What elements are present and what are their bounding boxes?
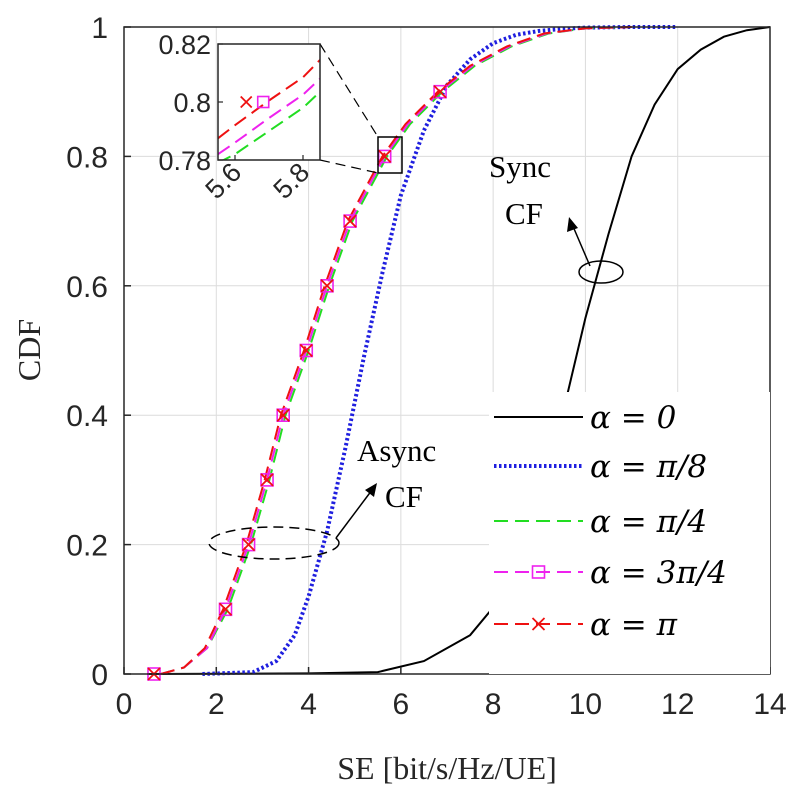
marker-square: [241, 537, 256, 552]
marker-x: [276, 408, 290, 422]
async-ellipse: [208, 526, 340, 560]
marker-square: [343, 214, 357, 228]
legend-item: α = π/4: [494, 504, 707, 540]
inset-y-tick-label: 0.82: [158, 30, 211, 60]
legend-label: α = π/8: [590, 449, 707, 485]
marker-square: [260, 473, 274, 487]
marker-square: [299, 343, 314, 358]
zoom-region: [377, 136, 403, 174]
async-arrowhead: [365, 483, 377, 497]
plot-frame: [123, 26, 771, 675]
marker-x: [260, 473, 274, 487]
marker-square: [218, 602, 233, 617]
async-cf-label: CF: [385, 479, 423, 514]
legend-label: α = π/4: [590, 504, 707, 540]
inset-marker: [256, 95, 270, 109]
marker-x: [433, 85, 447, 99]
marker-square: [320, 278, 334, 293]
y-axis-label: CDF: [11, 319, 47, 381]
marker-square: [433, 84, 447, 99]
legend-marker: [531, 565, 546, 579]
x-axis-label: SE [bit/s/Hz/UE]: [337, 750, 557, 786]
y-tick-label: 0.8: [66, 141, 108, 174]
marker-x: [241, 537, 256, 552]
legend-items: α = 0 α = π/8 α = π/4 α = 3π/4 α = π: [494, 400, 727, 643]
axis-ticks: 0 2 4 6 8 10 12 14 0 0.2 0.4 0.6 0.8 1: [66, 12, 786, 721]
inset-lines: [218, 59, 320, 160]
zoom-connector-top: [319, 43, 379, 138]
legend-item: α = π: [494, 607, 678, 643]
sync-arrowhead: [567, 217, 578, 232]
inset-series-line-0: [221, 91, 320, 160]
series-line-1: [202, 25, 678, 676]
y-tick-label: 0.4: [66, 400, 108, 433]
legend-label: α = π: [590, 607, 678, 643]
legend-item: α = π/8: [494, 449, 707, 485]
inset-series-line-1: [218, 78, 320, 156]
y-tick-label: 0.6: [66, 271, 108, 304]
x-tick-label: 4: [300, 688, 317, 721]
async-label: Async: [357, 433, 436, 468]
zoom-connector-bottom: [319, 159, 379, 174]
x-tick-label: 10: [569, 688, 602, 721]
sync-cf-label: CF: [505, 196, 543, 231]
marker-x: [320, 279, 334, 293]
legend-label: α = 3π/4: [590, 555, 727, 591]
series-group: [147, 25, 771, 681]
inset-series: [218, 59, 320, 160]
inset-y-tick-label: 0.8: [173, 88, 211, 118]
y-tick-label: 0: [91, 659, 108, 692]
marker-x: [343, 214, 357, 228]
inset-marker: [240, 95, 253, 109]
x-tick-label: 6: [393, 688, 410, 721]
x-tick-label: 12: [661, 688, 694, 721]
annotation-shapes: [208, 43, 624, 560]
annotation-texts: Sync CF Async CF: [357, 149, 551, 514]
inset-y-tick-label: 0.78: [158, 146, 211, 176]
sync-ellipse: [578, 260, 624, 284]
y-tick-label: 1: [91, 12, 108, 45]
sync-arrow: [571, 223, 591, 267]
marker-x: [218, 602, 233, 616]
sync-label: Sync: [489, 149, 551, 184]
legend-item: α = 3π/4: [494, 555, 727, 591]
legend-label: α = 0: [590, 400, 676, 436]
legend: α = 0 α = π/8 α = π/4 α = 3π/4 α = π: [489, 392, 770, 674]
x-tick-label: 14: [753, 688, 786, 721]
legend-marker: [531, 617, 546, 631]
y-tick-label: 0.2: [66, 530, 108, 563]
marker-x: [299, 343, 313, 358]
marker-x: [378, 149, 392, 164]
x-tick-label: 2: [208, 688, 225, 721]
marker-square: [276, 408, 290, 423]
x-tick-label: 8: [485, 688, 502, 721]
legend-item: α = 0: [494, 400, 676, 436]
x-tick-label: 0: [116, 688, 133, 721]
series-line-0: [147, 26, 771, 675]
async-arrow: [335, 489, 373, 539]
